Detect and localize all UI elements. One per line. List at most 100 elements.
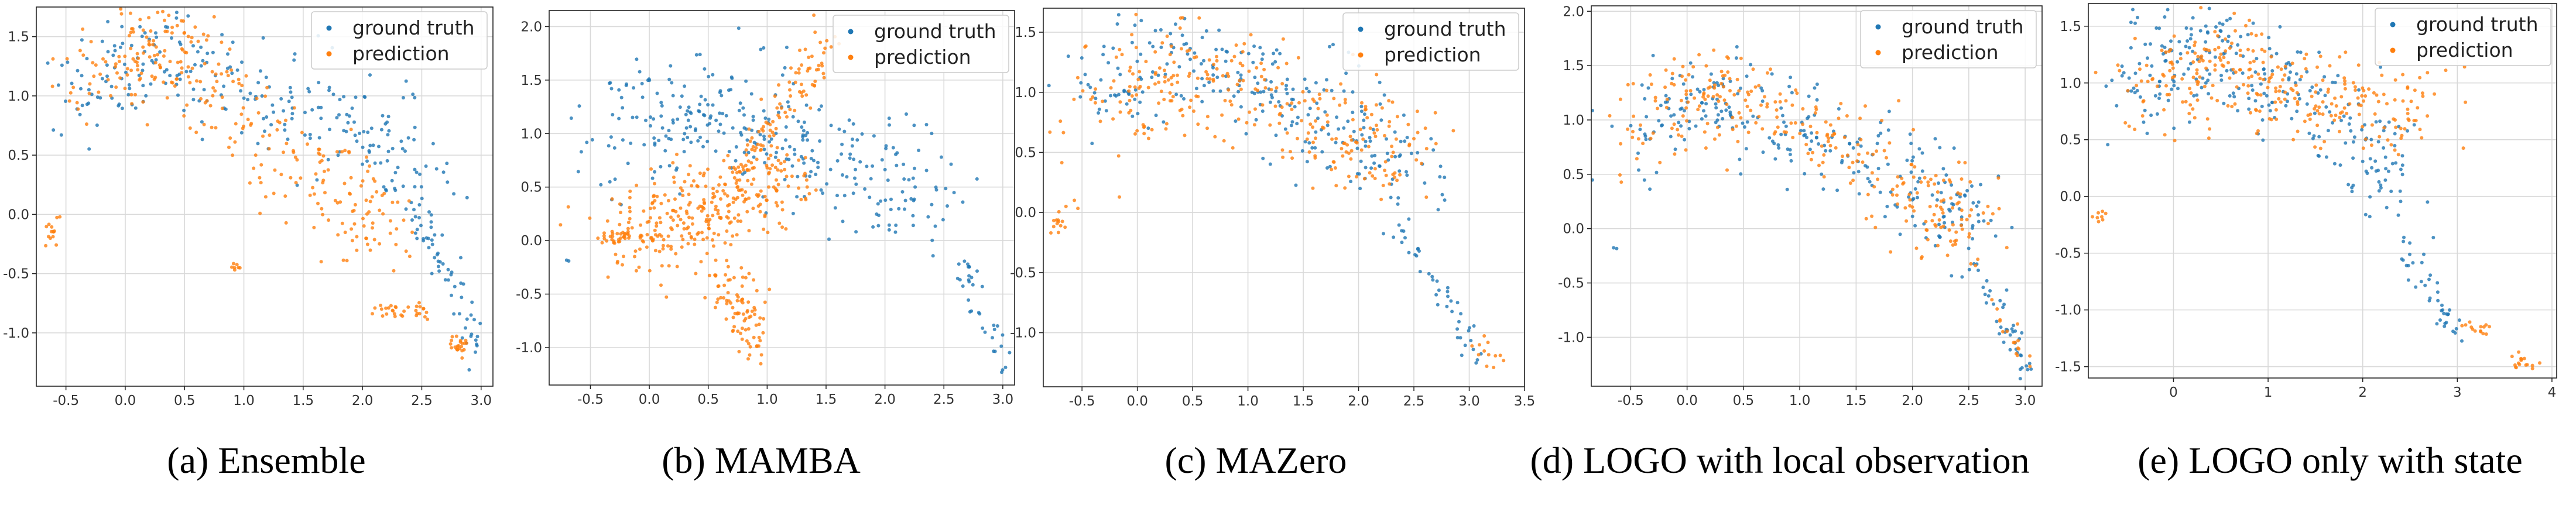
data-point — [1358, 187, 1362, 191]
data-point — [2427, 277, 2431, 281]
data-point — [1364, 144, 1368, 148]
data-point — [2210, 96, 2214, 100]
data-point — [1252, 44, 1256, 48]
data-point — [415, 228, 419, 232]
data-point — [848, 156, 852, 160]
data-point — [690, 222, 694, 226]
data-point — [2091, 215, 2094, 219]
data-point — [1910, 159, 1914, 163]
data-point — [303, 111, 307, 115]
data-point — [2131, 8, 2135, 12]
data-point — [653, 181, 656, 185]
data-point — [2178, 57, 2183, 61]
caption-c: (c) MAZero — [1165, 439, 1347, 481]
data-point — [314, 172, 318, 176]
data-point — [729, 301, 733, 305]
data-point — [180, 71, 184, 75]
data-point — [2350, 190, 2354, 194]
data-point — [863, 187, 867, 191]
data-point — [117, 104, 121, 108]
data-point — [2267, 47, 2272, 51]
data-point — [1262, 78, 1266, 82]
data-point — [1981, 286, 1985, 290]
data-point — [2145, 63, 2149, 67]
data-point — [1048, 130, 1052, 134]
data-point — [715, 300, 719, 304]
data-point — [2295, 109, 2299, 114]
data-point — [460, 349, 464, 353]
data-point — [1635, 157, 1639, 161]
data-point — [1681, 82, 1686, 86]
data-point — [387, 129, 391, 133]
data-point — [1246, 51, 1251, 56]
data-point — [675, 264, 679, 269]
data-point — [1259, 74, 1263, 78]
data-point — [1346, 119, 1350, 123]
data-point — [739, 219, 743, 224]
data-point — [237, 77, 241, 81]
data-point — [1118, 100, 1122, 104]
data-point — [1963, 161, 1967, 164]
data-point — [231, 40, 235, 44]
data-point — [1437, 288, 1441, 292]
data-point — [2361, 125, 2365, 129]
data-point — [751, 145, 755, 149]
data-point — [747, 196, 751, 200]
data-point — [1986, 294, 1991, 298]
y-tick-label: -1.0 — [3, 326, 29, 341]
data-point — [2278, 25, 2282, 29]
data-point — [365, 159, 369, 163]
data-point — [364, 236, 368, 240]
data-point — [612, 146, 616, 150]
data-point — [229, 68, 234, 72]
data-point — [2406, 107, 2410, 111]
data-point — [1416, 247, 1420, 251]
legend-box — [1342, 12, 1519, 71]
data-point — [2377, 180, 2381, 184]
data-point — [153, 61, 157, 65]
data-point — [50, 84, 54, 88]
data-point — [2372, 91, 2376, 95]
data-point — [744, 127, 748, 131]
data-point — [1231, 146, 1235, 150]
x-tick-label: -0.5 — [1069, 394, 1095, 409]
data-point — [2259, 93, 2263, 97]
data-point — [602, 236, 607, 240]
data-point — [800, 63, 804, 67]
data-point — [1776, 143, 1780, 147]
data-point — [1218, 89, 1222, 93]
data-point — [1960, 224, 1963, 228]
data-point — [669, 245, 673, 249]
data-point — [1684, 78, 1688, 82]
data-point — [2137, 61, 2142, 66]
series-prediction — [1048, 12, 1506, 369]
data-point — [1857, 152, 1861, 156]
data-point — [746, 342, 751, 346]
data-point — [396, 166, 400, 170]
data-point — [2484, 332, 2488, 336]
data-point — [801, 133, 805, 138]
series-ground-truth — [1590, 45, 2033, 381]
data-point — [2307, 131, 2311, 135]
data-point — [635, 57, 639, 61]
data-point — [2126, 89, 2130, 92]
data-point — [2247, 68, 2251, 72]
data-point — [364, 198, 368, 202]
data-point — [886, 178, 890, 182]
data-point — [1275, 48, 1279, 52]
data-point — [368, 200, 372, 204]
data-point — [1232, 54, 1236, 59]
data-point — [413, 95, 417, 99]
data-point — [422, 307, 426, 311]
data-point — [1813, 111, 1817, 115]
data-point — [1950, 183, 1954, 187]
data-point — [1172, 60, 1176, 64]
data-point — [2289, 70, 2292, 74]
data-point — [683, 84, 687, 88]
data-point — [854, 182, 858, 186]
legend-marker — [2390, 47, 2396, 53]
data-point — [1929, 177, 1933, 181]
data-point — [1845, 114, 1849, 118]
data-point — [613, 177, 617, 181]
data-point — [429, 220, 433, 224]
